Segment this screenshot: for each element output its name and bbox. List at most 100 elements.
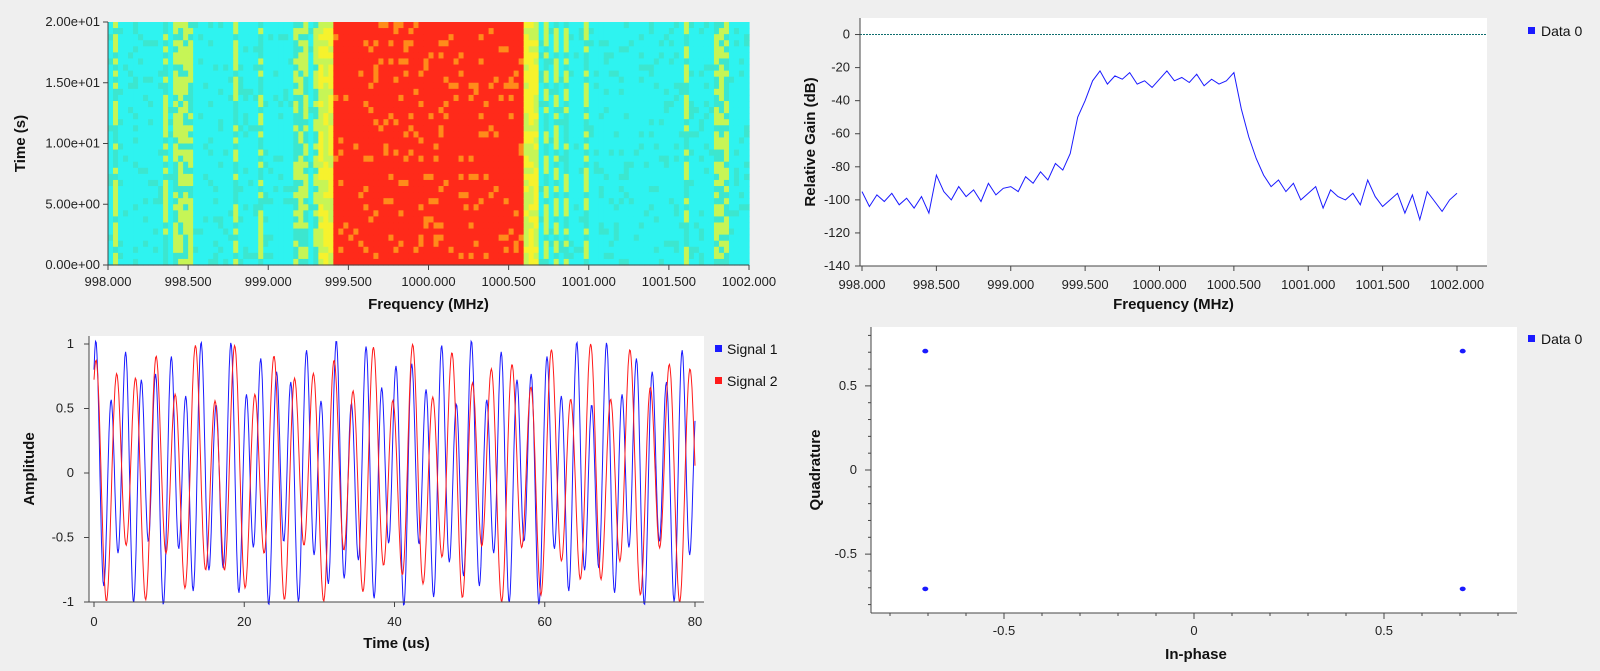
waterfall-cell [503, 64, 510, 72]
waterfall-cell [558, 210, 565, 217]
waterfall-cell [193, 155, 199, 163]
waterfall-cell [118, 228, 124, 236]
waterfall-cell [203, 192, 209, 199]
waterfall-cell [648, 228, 655, 236]
waterfall-cell [673, 186, 680, 193]
waterfall-cell [108, 70, 114, 78]
waterfall-cell [383, 149, 390, 157]
waterfall-cell [208, 88, 214, 96]
waterfall-cell [503, 22, 510, 29]
waterfall-cell [603, 192, 610, 199]
waterfall-cell [628, 161, 635, 169]
waterfall-cell [723, 113, 730, 120]
waterfall-cell [588, 228, 595, 236]
waterfall-cell [643, 240, 650, 248]
waterfall-cell [328, 216, 334, 224]
waterfall-cell [263, 46, 269, 53]
waterfall-cell [673, 143, 680, 151]
waterfall-cell [688, 100, 695, 108]
waterfall-cell [218, 70, 224, 78]
waterfall-cell [263, 22, 269, 29]
waterfall-cell [693, 28, 700, 35]
waterfall-cell [168, 228, 174, 236]
waterfall-cell [123, 76, 129, 84]
waterfall-cell [113, 88, 119, 96]
waterfall-cell [533, 143, 540, 151]
waterfall-cell [623, 113, 630, 120]
waterfall-cell [123, 167, 129, 175]
waterfall-cell [143, 161, 149, 169]
waterfall-cell [633, 100, 640, 108]
waterfall-cell [218, 100, 224, 108]
waterfall-cell [483, 161, 490, 169]
waterfall-cell [558, 46, 565, 53]
waterfall-cell [148, 125, 154, 132]
waterfall-cell [493, 34, 500, 41]
waterfall-cell [688, 234, 695, 242]
waterfall-cell [413, 216, 420, 224]
waterfall-cell [108, 143, 114, 151]
waterfall-cell [128, 70, 134, 78]
waterfall-cell [673, 94, 680, 102]
waterfall-cell [153, 258, 159, 266]
waterfall-cell [663, 46, 670, 53]
waterfall-cell [453, 137, 460, 145]
waterfall-cell [198, 246, 204, 254]
waterfall-cell [433, 179, 440, 187]
waterfall-cell [518, 173, 525, 181]
waterfall-cell [608, 94, 615, 102]
waterfall-cell [248, 173, 254, 181]
waterfall-cell [128, 198, 134, 205]
waterfall-cell [608, 52, 615, 60]
waterfall-cell [578, 119, 585, 126]
waterfall-cell [603, 161, 610, 169]
waterfall-cell [538, 58, 545, 66]
waterfall-cell [693, 113, 700, 120]
waterfall-cell [368, 119, 375, 126]
waterfall-cell [648, 94, 655, 102]
waterfall-cell [608, 234, 615, 242]
waterfall-cell [423, 167, 430, 175]
waterfall-cell [518, 186, 525, 193]
waterfall-cell [223, 204, 229, 211]
waterfall-cell [163, 204, 169, 211]
waterfall-cell [273, 216, 279, 224]
waterfall-cell [128, 58, 134, 66]
waterfall-cell [508, 240, 515, 248]
waterfall-cell [573, 204, 580, 211]
waterfall-cell [668, 210, 675, 217]
waterfall-cell [118, 192, 124, 199]
waterfall-cell [118, 82, 124, 90]
waterfall-cell [578, 88, 585, 96]
waterfall-cell [593, 179, 600, 187]
waterfall-cell [413, 258, 420, 266]
waterfall-cell [358, 107, 364, 114]
waterfall-cell [463, 40, 470, 47]
waterfall-cell [213, 216, 219, 224]
waterfall-cell [108, 34, 114, 41]
waterfall-cell [563, 119, 570, 126]
waterfall-cell [298, 228, 304, 236]
waterfall-cell [228, 119, 234, 126]
waterfall-cell [728, 64, 735, 72]
waterfall-cell [233, 167, 239, 175]
waterfall-cell [188, 76, 194, 84]
waterfall-cell [628, 76, 635, 84]
waterfall-cell [363, 34, 370, 41]
waterfall-cell [393, 240, 400, 248]
waterfall-cell [433, 167, 440, 175]
waterfall-cell [608, 76, 615, 84]
waterfall-cell [418, 94, 425, 102]
waterfall-cell [353, 155, 359, 163]
waterfall-cell [418, 100, 425, 108]
waterfall-cell [553, 82, 560, 90]
waterfall-cell [423, 192, 430, 199]
waterfall-cell [383, 240, 390, 248]
waterfall-cell [278, 246, 284, 254]
waterfall-cell [308, 167, 314, 175]
waterfall-cell [218, 186, 224, 193]
waterfall-cell [428, 252, 435, 260]
waterfall-cell [138, 58, 144, 66]
waterfall-cell [208, 94, 214, 102]
waterfall-cell [533, 64, 540, 72]
